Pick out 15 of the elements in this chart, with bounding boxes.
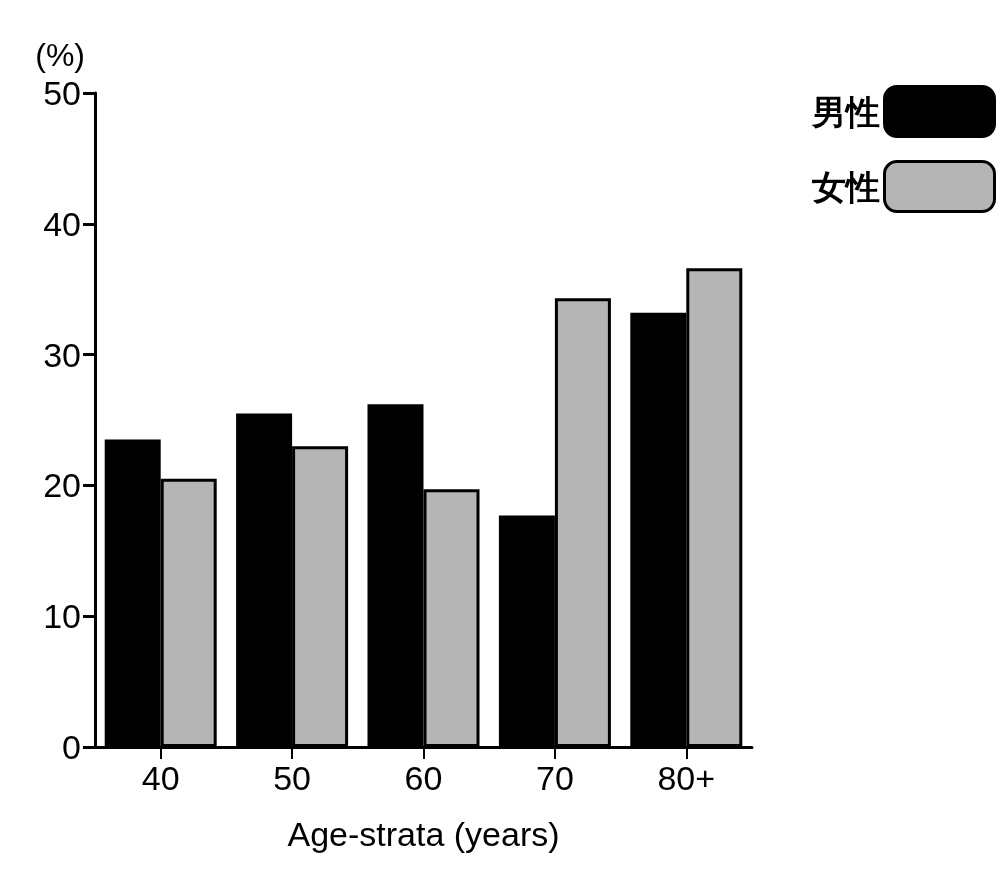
x-tick-label: 60 [404,759,443,797]
legend-label: 男性 [810,91,880,132]
y-tick-label: 50 [43,74,81,112]
legend-label: 女性 [810,166,880,207]
x-tick-label: 50 [273,759,312,797]
x-tick-label: 70 [535,759,574,797]
y-axis-title: (%) [35,37,85,73]
y-tick-label: 0 [62,728,81,766]
y-tick-label: 30 [43,335,81,374]
y-tick-label: 40 [43,204,81,243]
x-tick-label: 80+ [657,759,716,797]
x-axis-title: Age-strata (years) [287,815,560,853]
y-tick-label: 20 [43,466,81,505]
y-tick-label: 10 [43,597,81,636]
x-tick-label: 40 [141,759,180,797]
